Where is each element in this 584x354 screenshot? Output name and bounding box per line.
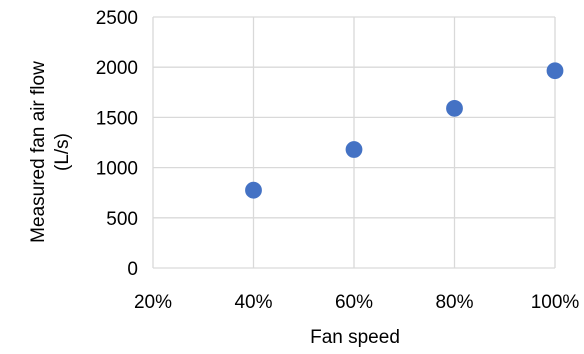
y-axis-title-line-1: Measured fan air flow bbox=[28, 61, 49, 243]
x-axis-ticks: 20% 40% 60% 80% 100% bbox=[134, 292, 579, 313]
x-axis-title: Fan speed bbox=[310, 327, 400, 348]
x-tick-label: 20% bbox=[134, 292, 172, 313]
y-tick-label: 500 bbox=[106, 209, 138, 230]
x-tick-label: 100% bbox=[531, 292, 580, 313]
x-tick-label: 60% bbox=[335, 292, 373, 313]
y-tick-label: 0 bbox=[127, 259, 138, 280]
y-axis-ticks: 0 500 1000 1500 2000 2500 bbox=[96, 8, 138, 280]
data-points bbox=[245, 62, 564, 199]
y-axis-title: Measured fan air flow (L/s) bbox=[28, 61, 73, 243]
data-point bbox=[345, 141, 363, 158]
y-tick-label: 1000 bbox=[96, 159, 138, 180]
y-axis-title-line-2: (L/s) bbox=[52, 133, 73, 171]
data-point bbox=[245, 181, 262, 199]
data-point bbox=[446, 99, 463, 117]
grid bbox=[152, 16, 556, 269]
y-tick-label: 2500 bbox=[96, 8, 138, 29]
x-tick-label: 40% bbox=[234, 292, 272, 313]
y-tick-label: 2000 bbox=[96, 58, 138, 79]
x-tick-label: 80% bbox=[435, 292, 473, 313]
data-point bbox=[546, 62, 564, 80]
y-tick-label: 1500 bbox=[96, 108, 138, 129]
